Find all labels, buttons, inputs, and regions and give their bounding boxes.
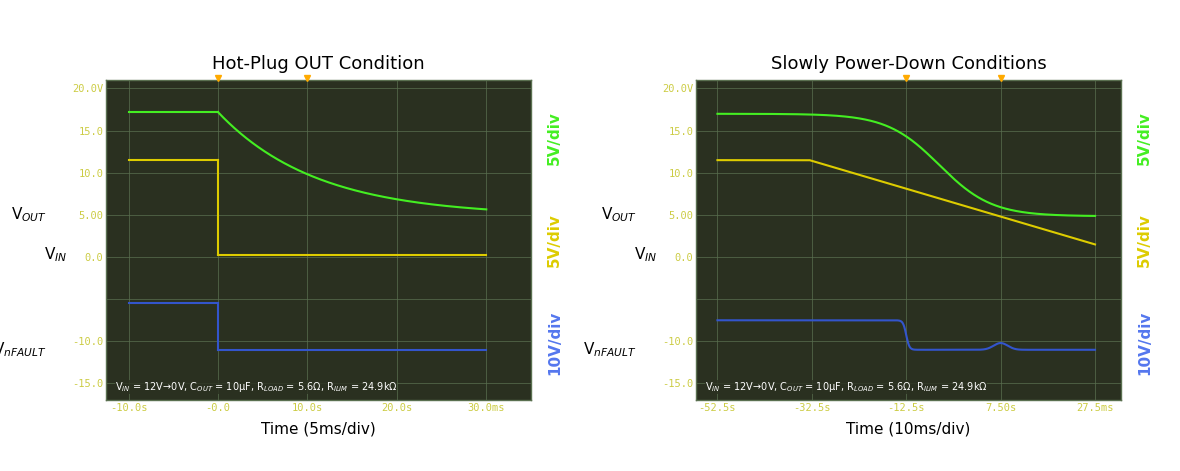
Text: 5V/div: 5V/div bbox=[1138, 213, 1152, 267]
Title: Hot-Plug OUT Condition: Hot-Plug OUT Condition bbox=[212, 55, 425, 73]
Text: V$_{nFAULT}$: V$_{nFAULT}$ bbox=[583, 341, 637, 359]
Text: V$_{IN}$: V$_{IN}$ bbox=[44, 245, 67, 264]
X-axis label: Time (5ms/div): Time (5ms/div) bbox=[261, 422, 376, 437]
X-axis label: Time (10ms/div): Time (10ms/div) bbox=[846, 422, 971, 437]
Text: 10V/div: 10V/div bbox=[1138, 310, 1152, 375]
Text: V$_{OUT}$: V$_{OUT}$ bbox=[11, 205, 47, 224]
Text: V$_{nFAULT}$: V$_{nFAULT}$ bbox=[0, 341, 47, 359]
Text: V$_{IN}$ = 12V→0V, C$_{OUT}$ = 10μF, R$_{LOAD}$ = 5.6Ω, R$_{ILIM}$ = 24.9kΩ: V$_{IN}$ = 12V→0V, C$_{OUT}$ = 10μF, R$_… bbox=[704, 380, 988, 394]
Text: V$_{IN}$ = 12V→0V, C$_{OUT}$ = 10μF, R$_{LOAD}$ = 5.6Ω, R$_{ILIM}$ = 24.9kΩ: V$_{IN}$ = 12V→0V, C$_{OUT}$ = 10μF, R$_… bbox=[114, 380, 398, 394]
Text: V$_{IN}$: V$_{IN}$ bbox=[634, 245, 657, 264]
Text: 5V/div: 5V/div bbox=[548, 111, 562, 165]
Text: 5V/div: 5V/div bbox=[1138, 111, 1152, 165]
Text: 5V/div: 5V/div bbox=[548, 213, 562, 267]
Title: Slowly Power-Down Conditions: Slowly Power-Down Conditions bbox=[771, 55, 1047, 73]
Text: V$_{OUT}$: V$_{OUT}$ bbox=[601, 205, 637, 224]
Text: 10V/div: 10V/div bbox=[548, 310, 562, 375]
